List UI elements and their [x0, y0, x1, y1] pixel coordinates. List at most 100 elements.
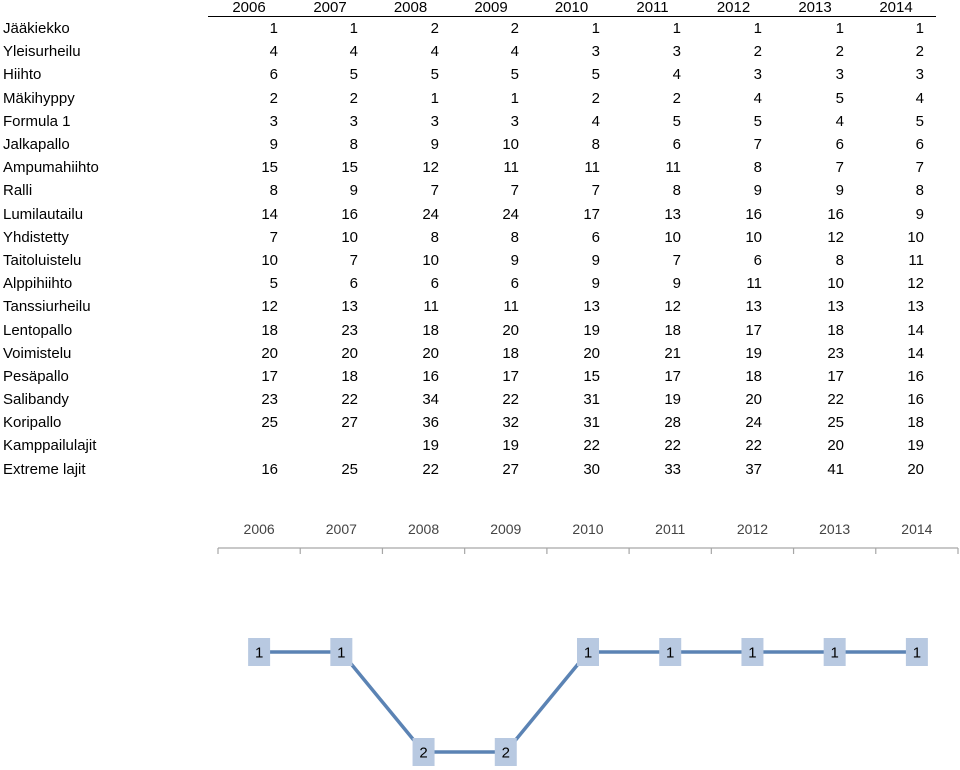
table-cell: 5 [915, 112, 924, 130]
table-cell: 12 [907, 275, 924, 293]
table-cell: 17 [664, 367, 681, 385]
table-cell: 20 [422, 344, 439, 362]
table-cell: 7 [753, 136, 762, 154]
table-cell: 15 [341, 159, 358, 177]
table-row: Tanssiurheilu 12 13 11 11 13 12 13 13 13 [0, 295, 936, 318]
table-cell: 10 [261, 251, 278, 269]
table-row: Ralli 8 9 7 7 7 8 9 9 8 [0, 179, 936, 202]
table-row: Lentopallo 18 23 18 20 19 18 17 18 14 [0, 318, 936, 341]
table-row: Jalkapallo 9 8 9 10 8 6 7 6 6 [0, 133, 936, 156]
table-cell: 9 [510, 251, 519, 269]
table-cell: 10 [341, 228, 358, 246]
table-cell: 8 [349, 136, 358, 154]
table-cell: 1 [349, 20, 358, 38]
row-label: Lumilautailu [3, 205, 84, 223]
table-row: Taitoluistelu 10 7 10 9 9 7 6 8 11 [0, 249, 936, 272]
table-cell: 8 [269, 182, 278, 200]
table-cell: 2 [915, 43, 924, 61]
data-point: 2 [494, 738, 517, 766]
table-cell: 11 [423, 298, 439, 316]
data-label-box [823, 638, 846, 666]
table-cell: 11 [665, 159, 681, 177]
table-cell: 11 [503, 159, 519, 177]
table-row: Kamppailulajit 19 19 22 22 22 20 19 [0, 434, 936, 457]
table-cell: 19 [422, 437, 439, 455]
table-cell: 1 [591, 20, 600, 38]
x-tick-label: 2009 [490, 521, 521, 537]
table-corner-cell [0, 0, 208, 17]
table-cell: 12 [827, 228, 844, 246]
table-cell: 16 [341, 205, 358, 223]
data-label: 2 [502, 745, 510, 762]
table-cell [208, 434, 290, 457]
table-cell: 13 [907, 298, 924, 316]
table-cell: 4 [510, 43, 519, 61]
table-cell [290, 434, 370, 457]
table-cell: 5 [349, 66, 358, 84]
x-tick-label: 2012 [737, 521, 768, 537]
table-cell: 9 [753, 182, 762, 200]
table-cell: 6 [269, 66, 278, 84]
table-cell: 31 [583, 414, 600, 432]
data-label-box [248, 638, 271, 666]
row-label: Alppihiihto [3, 275, 73, 293]
table-cell: 18 [827, 321, 844, 339]
data-point: 1 [330, 638, 353, 666]
table-cell: 12 [422, 159, 439, 177]
table-cell: 20 [583, 344, 600, 362]
table-cell: 23 [341, 321, 358, 339]
table-cell: 18 [745, 367, 762, 385]
table-cell: 22 [422, 460, 439, 478]
table-cell: 4 [591, 112, 600, 130]
x-tick-label: 2006 [244, 521, 275, 537]
table-cell: 11 [584, 159, 600, 177]
table-cell: 2 [672, 89, 681, 107]
table-cell: 11 [908, 251, 924, 269]
table-cell: 20 [827, 437, 844, 455]
data-label: 2 [419, 745, 427, 762]
table-cell: 36 [422, 414, 439, 432]
table-cell: 7 [349, 251, 358, 269]
table-cell: 4 [430, 43, 439, 61]
table-cell: 20 [907, 460, 924, 478]
table-body: Jääkiekko 1 1 2 2 1 1 1 1 1 Yleisurheilu 4 4 4 4 3 3 2 2 2 H… [0, 17, 936, 481]
column-header: 2011 [612, 0, 693, 17]
data-label: 1 [255, 645, 263, 662]
table-cell: 8 [835, 251, 844, 269]
data-point: 1 [659, 638, 682, 666]
table-cell: 18 [502, 344, 519, 362]
table-cell: 20 [341, 344, 358, 362]
table-cell: 3 [430, 112, 439, 130]
column-header: 2010 [531, 0, 612, 17]
table-cell: 13 [745, 298, 762, 316]
table-cell: 27 [341, 414, 358, 432]
table-cell: 25 [827, 414, 844, 432]
table-cell: 5 [430, 66, 439, 84]
table-cell: 13 [827, 298, 844, 316]
table-cell: 8 [591, 136, 600, 154]
table-cell: 1 [672, 20, 681, 38]
data-label: 1 [666, 645, 674, 662]
table-cell: 10 [664, 228, 681, 246]
data-point: 1 [248, 638, 271, 666]
x-axis: 2006 2007 2008 2009 2010 2011 2012 2013 2014 [217, 521, 959, 554]
table-cell: 9 [915, 205, 924, 223]
table-row: Lumilautailu 14 16 24 24 17 13 16 16 9 [0, 203, 936, 226]
table-cell: 17 [827, 367, 844, 385]
table-cell: 3 [269, 112, 278, 130]
table-cell: 4 [672, 66, 681, 84]
table-cell: 1 [835, 20, 844, 38]
table-cell: 7 [510, 182, 519, 200]
table-cell: 20 [745, 391, 762, 409]
x-tick-label: 2010 [572, 521, 603, 537]
point-labels: 1 1 2 2 1 1 1 1 1 [248, 638, 928, 766]
table-cell: 14 [907, 344, 924, 362]
table-cell: 22 [827, 391, 844, 409]
table-cell: 18 [261, 321, 278, 339]
data-label-box [330, 638, 353, 666]
table-cell: 14 [907, 321, 924, 339]
table-cell: 6 [915, 136, 924, 154]
table-cell: 3 [349, 112, 358, 130]
data-label: 1 [748, 645, 756, 662]
table-row: Salibandy 23 22 34 22 31 19 20 22 16 [0, 388, 936, 411]
